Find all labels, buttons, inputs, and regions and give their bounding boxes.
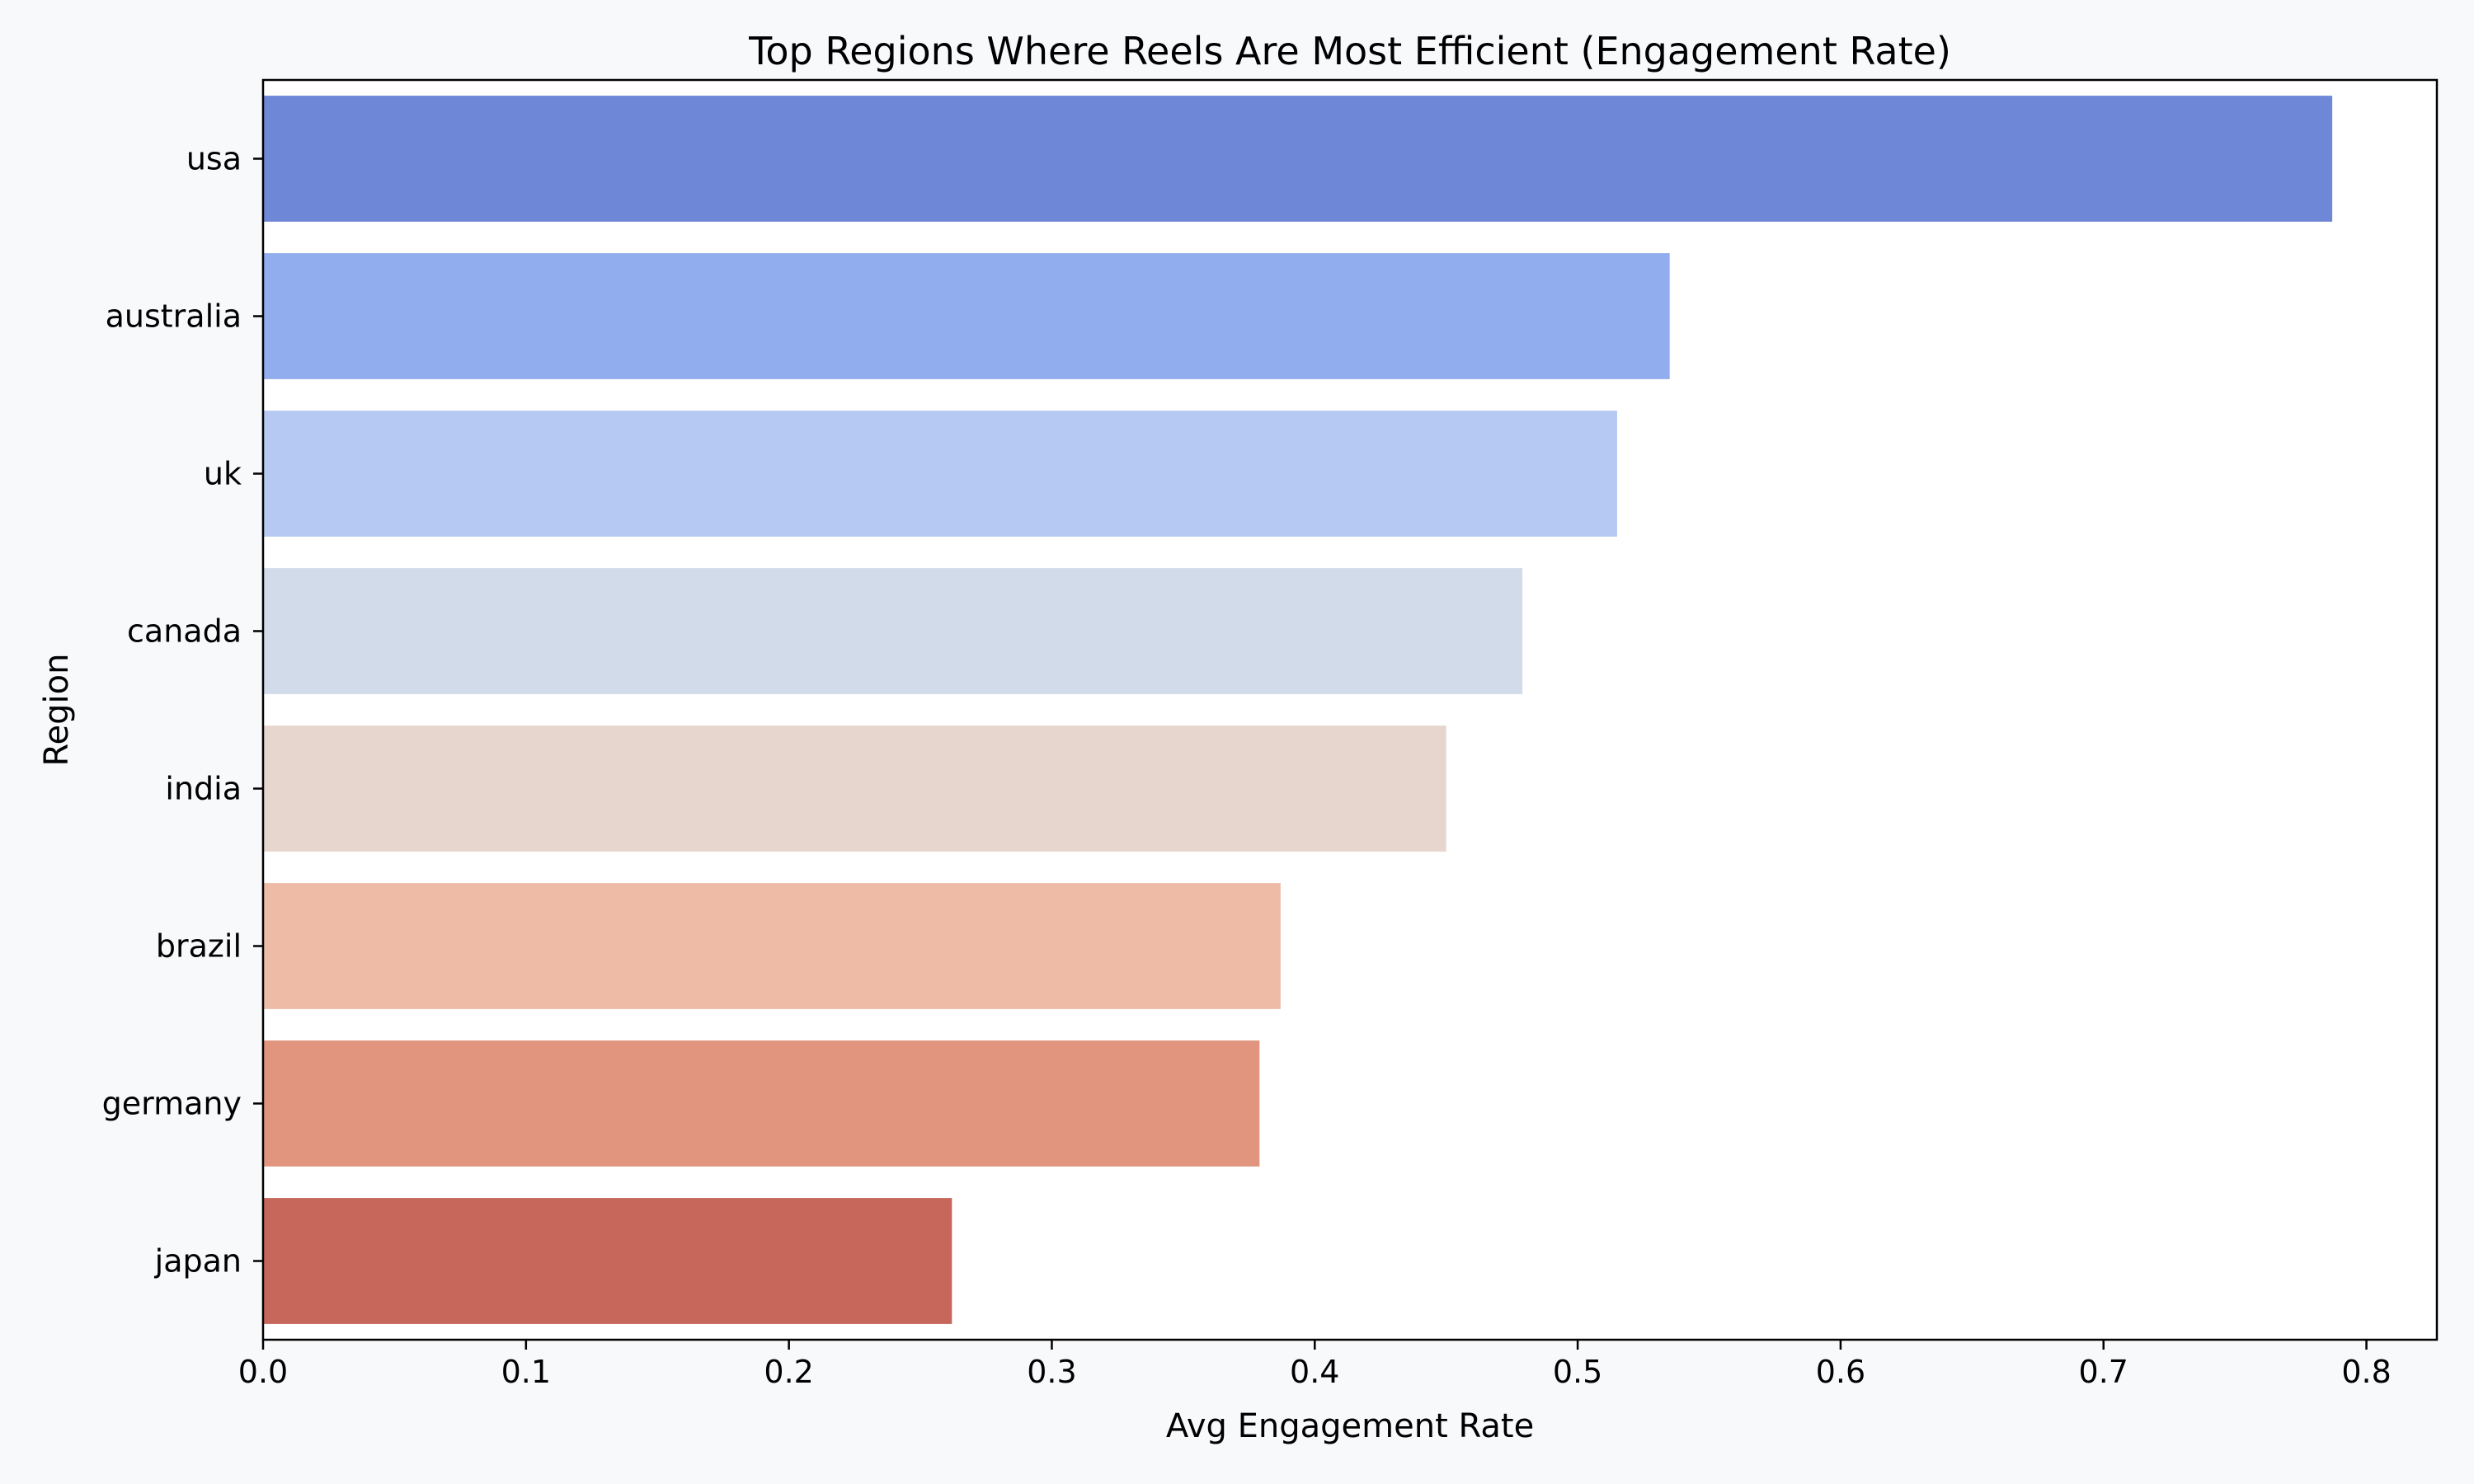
bars-group [263, 96, 2333, 1324]
bar-japan [263, 1198, 952, 1324]
chart-title: Top Regions Where Reels Are Most Efficie… [748, 29, 1951, 73]
bar-canada [263, 568, 1523, 694]
x-tick-label: 0.7 [2079, 1354, 2128, 1390]
y-tick-label-australia: australia [106, 298, 242, 335]
y-tick-label-india: india [165, 771, 242, 807]
bar-india [263, 726, 1446, 852]
bar-australia [263, 253, 1670, 379]
x-axis-ticks: 0.0 0.1 0.2 0.3 0.4 0.5 0.6 0.7 0.8 [238, 1340, 2392, 1390]
bar-brazil [263, 883, 1281, 1009]
x-tick-label: 0.3 [1027, 1354, 1076, 1390]
y-tick-label-brazil: brazil [156, 928, 242, 965]
x-tick-label: 0.2 [764, 1354, 813, 1390]
bar-usa [263, 96, 2333, 222]
x-tick-label: 0.8 [2341, 1354, 2391, 1390]
x-tick-label: 0.5 [1553, 1354, 1602, 1390]
x-tick-label: 0.0 [238, 1354, 288, 1390]
bar-germany [263, 1040, 1260, 1167]
x-tick-label: 0.4 [1290, 1354, 1339, 1390]
x-axis-label: Avg Engagement Rate [1166, 1407, 1534, 1445]
x-tick-label: 0.1 [501, 1354, 551, 1390]
y-tick-label-uk: uk [204, 456, 242, 492]
y-axis-ticks: usa australia uk canada india brazil germany ja… [102, 141, 263, 1280]
plot-frame [261, 78, 2439, 1341]
x-tick-label: 0.6 [1816, 1354, 1865, 1390]
y-tick-label-canada: canada [127, 613, 242, 650]
y-tick-label-usa: usa [186, 141, 242, 177]
bar-uk [263, 411, 1617, 537]
y-tick-label-germany: germany [102, 1086, 242, 1122]
y-tick-label-japan: japan [154, 1243, 242, 1280]
y-axis-label: Region [38, 654, 76, 767]
